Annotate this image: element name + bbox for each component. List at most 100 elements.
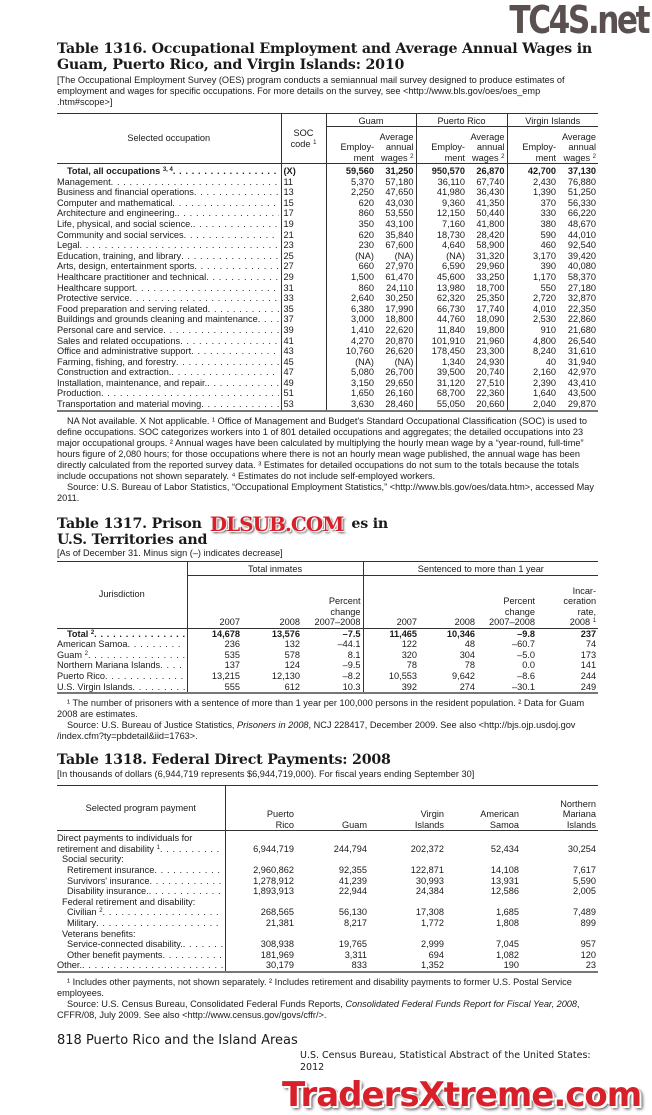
cell-value: 25,350: [467, 293, 508, 304]
dot-leader: [154, 865, 222, 876]
header-column: Puerto Rico: [225, 785, 296, 831]
cell-value: 6,380: [351, 303, 374, 314]
label: Survivors' insurance: [67, 875, 150, 886]
empty-cell: [521, 854, 598, 865]
cell-value: 13,980: [436, 282, 465, 293]
row-label: Civilian 2: [57, 907, 226, 918]
row-label-wrap: Transportation and material moving: [57, 399, 279, 409]
header-jurisdiction: Jurisdiction: [57, 560, 188, 629]
cell-value: 330: [540, 208, 557, 219]
row-label-wrap: Personal care and service: [57, 325, 279, 336]
empty-cell: [296, 854, 369, 865]
cell-value: 43,410: [567, 377, 597, 388]
dot-leader: [96, 918, 222, 929]
label: Food preparation and serving related: [57, 303, 208, 314]
cell-value: 2,640: [351, 293, 374, 304]
cell-value: 17,740: [467, 303, 508, 315]
header-puerto-rico: Puerto Rico: [416, 113, 508, 127]
row-label: Buildings and grounds cleaning and maint…: [57, 314, 282, 325]
cell-value: 5,370: [351, 176, 374, 187]
dot-leader: [127, 639, 184, 650]
dot-leader: [111, 177, 279, 188]
dot-leader: [88, 650, 185, 661]
cell-value: 57,180: [376, 176, 417, 188]
row-label-wrap: Direct payments to individuals for: [57, 833, 223, 844]
dot-leader: [160, 844, 223, 855]
soc-code: 49: [281, 377, 327, 389]
row-label-text: Buildings and grounds cleaning and maint…: [57, 314, 258, 325]
label: Healthcare support: [57, 282, 135, 293]
table-row: Transportation and material moving 533,63…: [57, 399, 599, 412]
cell-value: 132: [284, 639, 300, 650]
cell-value: 3,170: [533, 250, 557, 261]
row-label-text: Sales and related occupations: [57, 336, 180, 347]
cell-value: 22,620: [376, 324, 417, 336]
row-label: Computer and mathematical: [57, 197, 282, 209]
table-row: retirement and disability 1 6,944,719 244,…: [57, 843, 598, 855]
cell-value: 20,740: [467, 367, 508, 378]
soc-code: 39: [281, 324, 327, 336]
label: Management: [57, 176, 111, 187]
table-row: Retirement insurance 2,960,862 92,355 122,8…: [57, 865, 598, 876]
row-label: Total 2: [57, 628, 188, 640]
cell-value: 40: [545, 356, 557, 367]
cell-value: 26,620: [376, 346, 417, 357]
cell-value: 122,871: [410, 865, 444, 875]
empty-cell: [369, 831, 446, 844]
cell-value: 9,360: [442, 197, 465, 208]
cell-value: 4,270: [351, 335, 374, 346]
cell-value: 51,250: [567, 187, 597, 198]
row-label: Office and administrative support: [57, 346, 282, 357]
cell-value: 124: [284, 660, 300, 671]
row-label-text: Education, training, and library: [57, 251, 181, 262]
cell-value: 29,960: [467, 261, 508, 272]
wages-text: Average annual wages: [470, 131, 505, 163]
dot-leader: [181, 251, 278, 262]
empty-cell: [446, 854, 521, 865]
dot-leader: [82, 960, 222, 970]
label: Other.: [57, 960, 83, 971]
row-label-text: Healthcare practitioner and technical: [57, 272, 206, 283]
row-label: Northern Mariana Islands: [57, 660, 188, 672]
header-percent-change: Percent change 2007–2008: [302, 575, 364, 629]
row-label-wrap: Legal: [57, 240, 279, 251]
cell-value: 28,420: [467, 229, 508, 241]
footnotes-text: ¹ The number of prisoners with a sentenc…: [57, 698, 585, 720]
header-incarceration-rate: Incar- ceration rate, 2008 1: [537, 575, 598, 628]
soc-code: 11: [281, 176, 327, 188]
empty-cell: [296, 897, 369, 908]
cell-value: 36,110: [437, 176, 465, 187]
cell-value: 29,870: [558, 399, 599, 412]
cell-value: 620: [358, 229, 374, 240]
soc-code: 37: [281, 314, 327, 325]
row-label-wrap: Social security:: [57, 854, 223, 865]
cell-value: –8.2: [302, 671, 364, 682]
cell-value: 1,352: [369, 960, 446, 973]
cell-value: 22,360: [467, 388, 508, 400]
cell-value: 22,944: [338, 886, 367, 897]
row-label-wrap: Sales and related occupations: [57, 336, 279, 347]
cell-value: 957: [580, 939, 596, 950]
label: Business and financial operations: [57, 187, 194, 198]
row-label-text: Disability insurance.: [57, 886, 149, 897]
cell-value: 18,730: [436, 229, 465, 240]
cell-value: 237: [580, 628, 597, 639]
row-label-wrap: Other benefit payments: [57, 950, 223, 961]
dot-leader: [194, 187, 279, 198]
cell-value: (NA): [355, 356, 374, 367]
table-row: Service-connected disability. 308,938 19,7…: [57, 939, 598, 950]
cell-value: 41,800: [467, 218, 508, 230]
row-label-wrap: Other.: [57, 960, 223, 971]
label: Social security:: [62, 854, 124, 865]
cell-value: –7.5: [302, 628, 364, 640]
dot-leader: [135, 283, 279, 294]
soc-code: 47: [281, 367, 327, 378]
table-1317-title: Table 1317. Prison DLSUB.COM es in U.S. Ter…: [57, 514, 598, 548]
cell-value: 27,970: [376, 261, 417, 272]
cell-value: 36,430: [467, 187, 508, 198]
cell-value: 12,150: [436, 208, 465, 219]
table-row: Northern Mariana Islands 137 124–9.5 78 78 0.…: [57, 660, 598, 672]
cell-value: 13,576: [271, 628, 300, 639]
